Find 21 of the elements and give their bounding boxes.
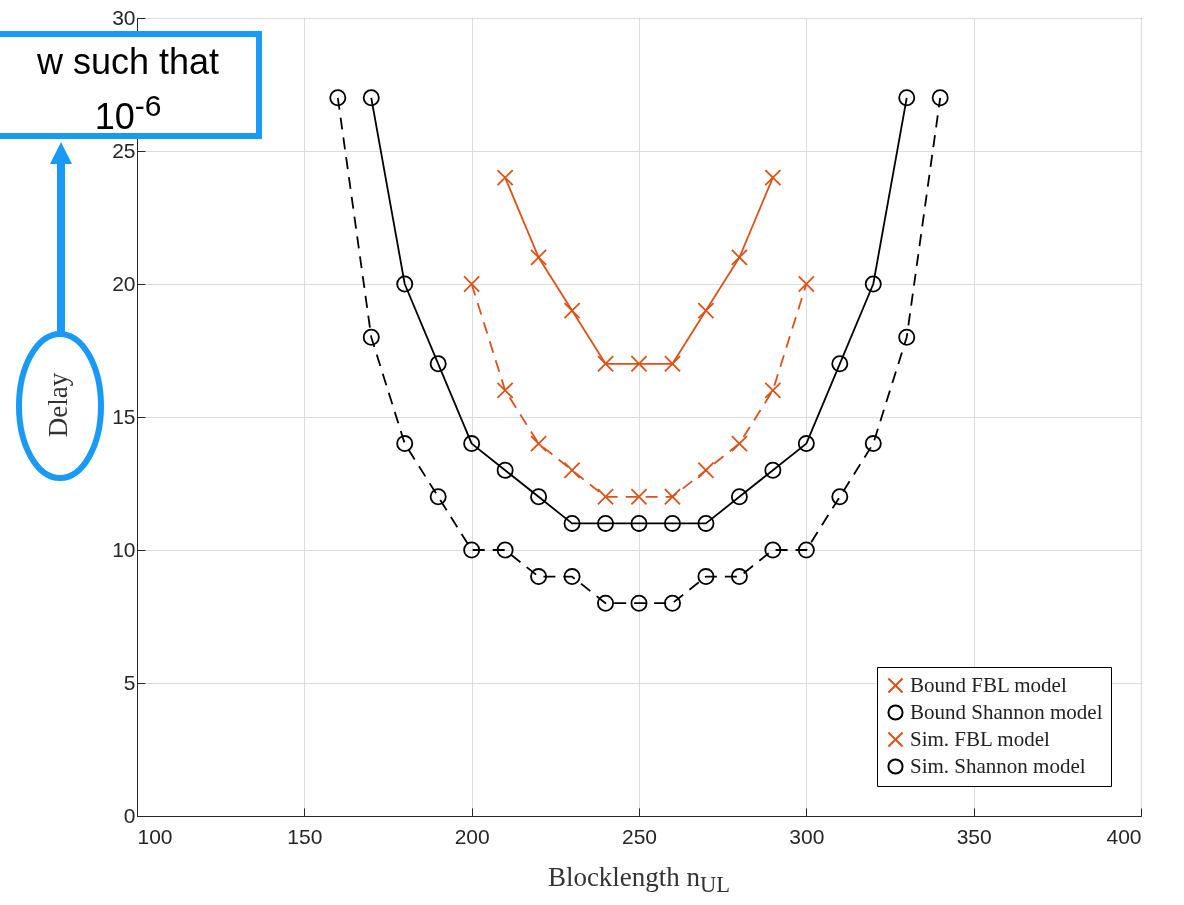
- x-tick-label: 400: [1106, 824, 1142, 848]
- legend-label: Bound Shannon model: [910, 699, 1103, 724]
- y-tick-label: 0: [123, 803, 136, 827]
- y-tick-label: 30: [112, 5, 136, 29]
- y-tick-label: 5: [123, 670, 136, 694]
- legend-label: Bound FBL model: [910, 672, 1067, 697]
- x-tick-label: 200: [454, 824, 490, 848]
- y-tick-label: 20: [112, 271, 136, 295]
- x-tick-label: 300: [789, 824, 825, 848]
- x-axis-title: Blocklength n$_{UL}$: [546, 862, 732, 899]
- y-tick-label: 25: [112, 138, 136, 162]
- legend-label: Sim. FBL model: [910, 726, 1050, 751]
- x-tick-label: 250: [621, 824, 658, 848]
- y-axis-title: Delay: [42, 372, 74, 438]
- y-tick-label: 15: [112, 404, 136, 428]
- legend-label: Sim. Shannon model: [910, 753, 1086, 778]
- x-tick-label: 100: [137, 824, 173, 848]
- y-tick-label: 10: [112, 537, 136, 561]
- x-tick-label: 150: [287, 824, 323, 848]
- x-tick-label: 350: [956, 824, 992, 848]
- callout-box: w such that 10$^{-6}$: [0, 31, 262, 139]
